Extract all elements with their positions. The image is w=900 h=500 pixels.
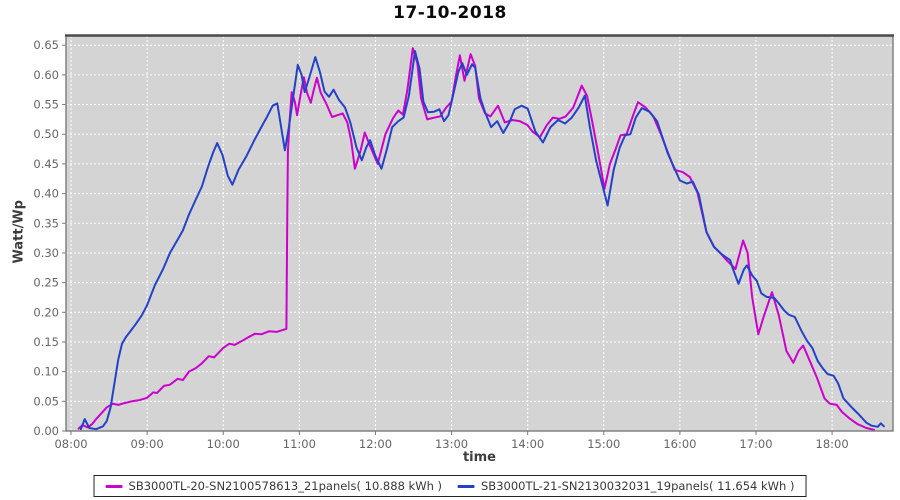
legend-line-swatch-blue: [458, 484, 475, 488]
x-tick-label: 09:00: [131, 437, 164, 451]
y-tick-label: 0.50: [33, 127, 59, 141]
y-tick-label: 0.45: [33, 157, 59, 171]
y-axis-title: Watt/Wp: [11, 200, 27, 264]
y-tick-label: 0.30: [33, 246, 59, 260]
y-tick-label: 0.25: [33, 276, 59, 290]
x-tick-label: 16:00: [663, 437, 696, 451]
legend-item: SB3000TL-21-SN2130032031_19panels( 11.65…: [458, 479, 794, 493]
y-tick-label: 0.55: [33, 98, 59, 112]
legend: SB3000TL-20-SN2100578613_21panels( 10.88…: [93, 475, 807, 497]
x-tick-label: 08:00: [54, 437, 87, 451]
legend-item-label: SB3000TL-20-SN2100578613_21panels( 10.88…: [128, 479, 442, 493]
y-tick-label: 0.40: [33, 187, 59, 201]
x-tick-label: 10:00: [207, 437, 240, 451]
chart-title: 17-10-2018: [393, 3, 507, 23]
x-tick-label: 15:00: [587, 437, 620, 451]
y-tick-label: 0.10: [33, 365, 59, 379]
legend-item: SB3000TL-20-SN2100578613_21panels( 10.88…: [105, 479, 442, 493]
y-tick-label: 0.65: [33, 38, 59, 52]
x-tick-label: 13:00: [435, 437, 468, 451]
x-tick-label: 18:00: [816, 437, 849, 451]
y-tick-label: 0.00: [33, 424, 59, 438]
legend-item-label: SB3000TL-21-SN2130032031_19panels( 11.65…: [481, 479, 795, 493]
x-tick-label: 11:00: [283, 437, 316, 451]
x-tick-label: 17:00: [739, 437, 772, 451]
y-tick-label: 0.35: [33, 216, 59, 230]
x-tick-label: 14:00: [511, 437, 544, 451]
legend-line-swatch-magenta: [105, 484, 123, 488]
y-tick-label: 0.15: [33, 335, 59, 349]
x-tick-label: 12:00: [359, 437, 392, 451]
y-tick-label: 0.05: [33, 394, 59, 408]
series-line-1: [79, 50, 885, 431]
y-tick-label: 0.60: [33, 68, 59, 82]
x-axis-title: time: [462, 450, 497, 465]
y-tick-label: 0.20: [33, 305, 59, 319]
